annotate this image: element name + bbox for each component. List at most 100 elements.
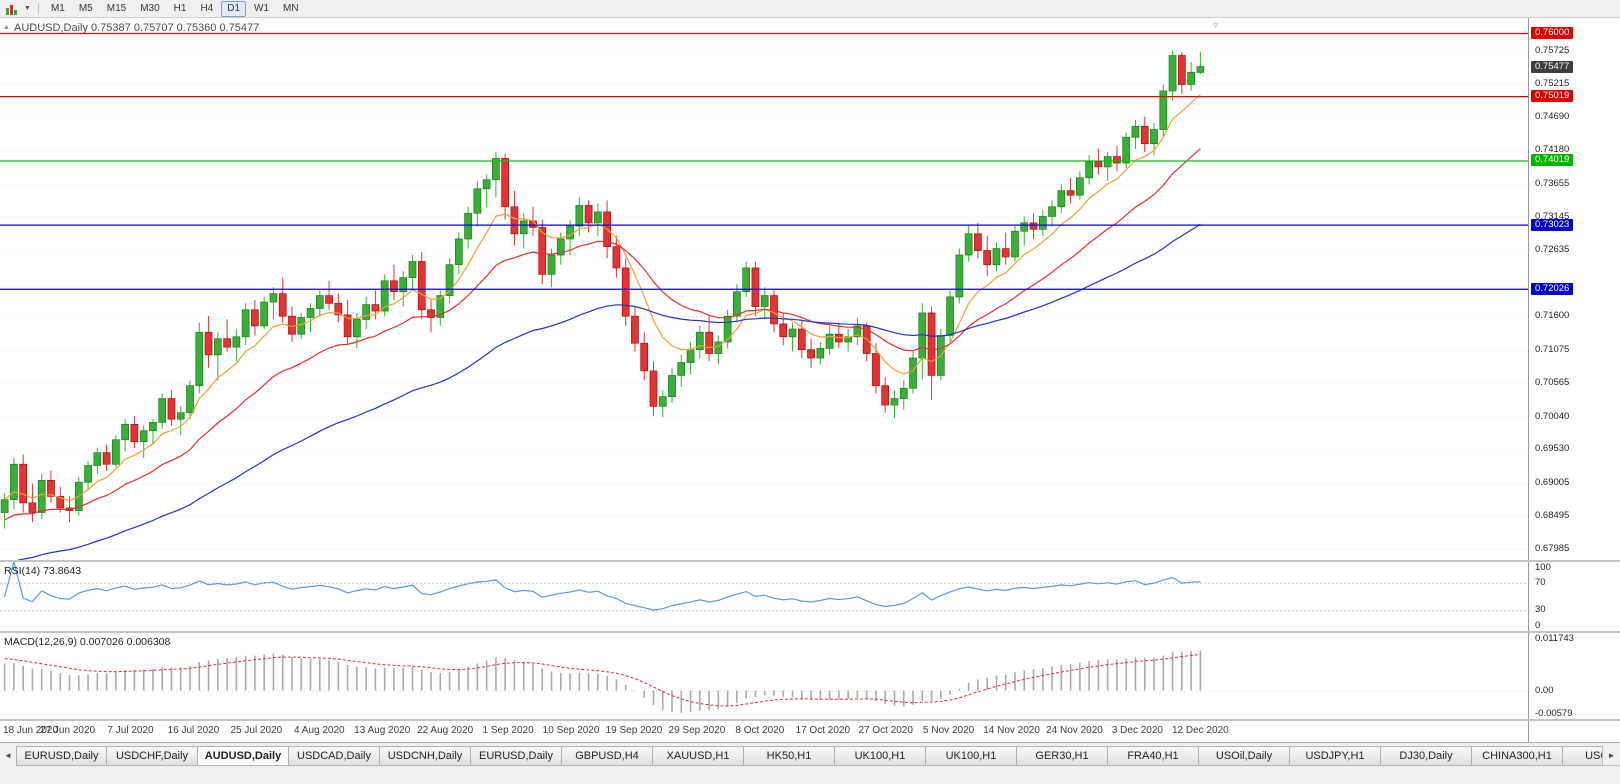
date-label: 25 Jul 2020 [230, 725, 283, 736]
price-axis-label: 0.67985 [1535, 542, 1570, 554]
date-label: 18 Jun 2020 [3, 725, 59, 736]
date-label: 29 Sep 2020 [668, 725, 726, 736]
tab-scroll-left-icon[interactable]: ◄ [4, 751, 12, 760]
price-axis-label: 0.75725 [1535, 44, 1570, 56]
rsi-chart[interactable] [0, 562, 1528, 631]
price-axis-label: 0.71600 [1535, 310, 1570, 322]
chart-area[interactable]: ▲ AUDUSD,Daily 0.75387 0.75707 0.75360 0… [0, 18, 1620, 742]
panel-divider[interactable] [0, 631, 1620, 633]
price-axis-label: 0.69005 [1535, 477, 1570, 489]
timeframe-button-M5[interactable]: M5 [78, 2, 93, 14]
date-label: 22 Aug 2020 [417, 725, 474, 736]
chart-type-icon[interactable] [4, 2, 22, 15]
candlestick-chart[interactable] [0, 18, 1528, 560]
price-axis-label: 0.68495 [1535, 510, 1570, 522]
rsi-axis-label: 0 [1535, 620, 1541, 631]
chart-title: AUDUSD,Daily 0.75387 0.75707 0.75360 0.7… [14, 22, 260, 34]
timeframe-button-M30[interactable]: M30 [140, 2, 160, 14]
chart-type-dropdown-icon[interactable]: ▼ [24, 5, 31, 12]
price-axis-label: 0.71075 [1535, 343, 1570, 355]
chart-tab-bar: ◄ EURUSD,Daily USDCHF,Daily AUDUSD,Daily US… [0, 742, 1620, 784]
chart-tab-USDCAD-Daily[interactable]: USDCAD,Daily [289, 746, 380, 766]
chart-tab-GBPUSD-H4[interactable]: GBPUSD,H4 [562, 746, 653, 766]
price-chart-panel[interactable]: ▲ AUDUSD,Daily 0.75387 0.75707 0.75360 0… [0, 18, 1528, 560]
macd-indicator-panel[interactable] [0, 633, 1528, 719]
timeframe-button-M15[interactable]: M15 [106, 2, 127, 14]
chart-marker-icon: ▲ [3, 24, 10, 31]
price-axis-label: 0.74690 [1535, 111, 1570, 123]
date-label: 10 Sep 2020 [542, 725, 600, 736]
chart-tab-USDCNH-Daily[interactable]: USDCNH,Daily [380, 746, 471, 766]
price-axis-label: 0.73655 [1535, 177, 1570, 189]
chart-tab-USDCHF-Daily[interactable]: USDCHF,Daily [107, 746, 198, 766]
date-label: 3 Dec 2020 [1111, 725, 1163, 736]
rsi-indicator-panel[interactable] [0, 562, 1528, 631]
tab-scroll-right-icon[interactable]: ► [1602, 746, 1620, 765]
price-axis-label: 0.75215 [1535, 77, 1570, 89]
date-label: 24 Nov 2020 [1046, 725, 1103, 736]
chart-tab-CHINA300-H1[interactable]: CHINA300,H1 [1472, 746, 1563, 766]
toolbar-separator [37, 2, 39, 15]
timeframe-button-M1[interactable]: M1 [50, 2, 65, 14]
panel-divider[interactable] [0, 560, 1620, 562]
chart-tab-USDJPY-H1[interactable]: USDJPY,H1 [1290, 746, 1381, 766]
price-axis-badge: 0.72026 [1531, 282, 1574, 295]
macd-axis-label: 0.011743 [1535, 633, 1574, 644]
chart-tab-DJ30-Daily[interactable]: DJ30,Daily [1381, 746, 1472, 766]
chart-tab-USOil-Daily[interactable]: USOil,Daily [1199, 746, 1290, 766]
date-label: 1 Sep 2020 [482, 725, 534, 736]
date-label: 13 Aug 2020 [354, 725, 411, 736]
date-label: 4 Aug 2020 [293, 725, 345, 736]
price-axis-badge: 0.75477 [1531, 60, 1574, 73]
price-axis[interactable]: 0.75725 0.75215 0.74690 0.74180 0.73655 0.731… [1528, 18, 1620, 742]
macd-axis-label: -0.00579 [1535, 708, 1573, 719]
date-label: 17 Oct 2020 [795, 725, 851, 736]
chart-tab-AUDUSD-Daily[interactable]: AUDUSD,Daily [198, 746, 289, 766]
timeframe-button-H4[interactable]: H4 [200, 2, 214, 14]
macd-label: MACD(12,26,9) 0.007026 0.006308 [4, 636, 171, 648]
timeframe-toolbar: ▼ M1 M5 M15 M30 H1 H4 D1 W1 MN [0, 0, 1620, 18]
date-label: 19 Sep 2020 [605, 725, 663, 736]
price-axis-label: 0.73145 [1535, 210, 1570, 222]
date-label: 12 Dec 2020 [1172, 725, 1229, 736]
timeframe-button-H1[interactable]: H1 [173, 2, 187, 14]
price-axis-badge: 0.74019 [1531, 154, 1574, 167]
chart-tab-HK50-H1[interactable]: HK50,H1 [744, 746, 835, 766]
rsi-axis-label: 100 [1535, 562, 1551, 573]
timeframe-buttons: M1 M5 M15 M30 H1 H4 D1 W1 MN [44, 0, 306, 17]
time-axis[interactable]: 18 Jun 2020 27 Jun 2020 7 Jul 2020 16 Jul 2… [0, 721, 1528, 742]
price-axis-label: 0.69530 [1535, 443, 1570, 455]
chart-tab-XAUUSD-H1[interactable]: XAUUSD,H1 [653, 746, 744, 766]
chart-tab-UK100-H1[interactable]: UK100,H1 [926, 746, 1017, 766]
price-axis-badge: 0.75019 [1531, 90, 1574, 103]
timeframe-button-MN[interactable]: MN [283, 2, 299, 14]
price-axis-label: 0.74180 [1535, 144, 1570, 156]
rsi-label: RSI(14) 73.8643 [4, 565, 82, 577]
macd-chart[interactable] [0, 633, 1528, 719]
panel-divider [0, 719, 1620, 721]
macd-axis-label: 0.00 [1535, 684, 1554, 696]
date-label: 8 Oct 2020 [735, 725, 785, 736]
chart-tab-FRA40-H1[interactable]: FRA40,H1 [1108, 746, 1199, 766]
date-label: 27 Oct 2020 [858, 725, 913, 736]
chart-shift-marker-icon[interactable]: ▿ [1213, 20, 1218, 30]
price-axis-badge: 0.73023 [1531, 218, 1574, 231]
chart-tab-UK100-H1[interactable]: UK100,H1 [835, 746, 926, 766]
chart-tab-EURUSD-Daily[interactable]: EURUSD,Daily [16, 746, 107, 766]
timeframe-button-W1[interactable]: W1 [254, 2, 270, 14]
price-axis-label: 0.70565 [1535, 376, 1570, 388]
rsi-axis-label: 30 [1535, 604, 1546, 616]
date-label: 5 Nov 2020 [923, 725, 975, 736]
price-axis-badge: 0.76000 [1531, 26, 1574, 39]
timeframe-button-D1[interactable]: D1 [221, 0, 247, 17]
date-label: 27 Jun 2020 [40, 725, 96, 736]
chart-tab-GER30-H1[interactable]: GER30,H1 [1017, 746, 1108, 766]
chart-tabs: EURUSD,Daily USDCHF,Daily AUDUSD,Daily USDC… [16, 746, 1620, 766]
date-label: 14 Nov 2020 [983, 725, 1040, 736]
price-axis-label: 0.72635 [1535, 243, 1570, 255]
chart-tab-EURUSD-Daily[interactable]: EURUSD,Daily [471, 746, 562, 766]
date-label: 16 Jul 2020 [167, 725, 220, 736]
rsi-axis-label: 70 [1535, 576, 1546, 588]
price-axis-label: 0.70040 [1535, 410, 1570, 422]
